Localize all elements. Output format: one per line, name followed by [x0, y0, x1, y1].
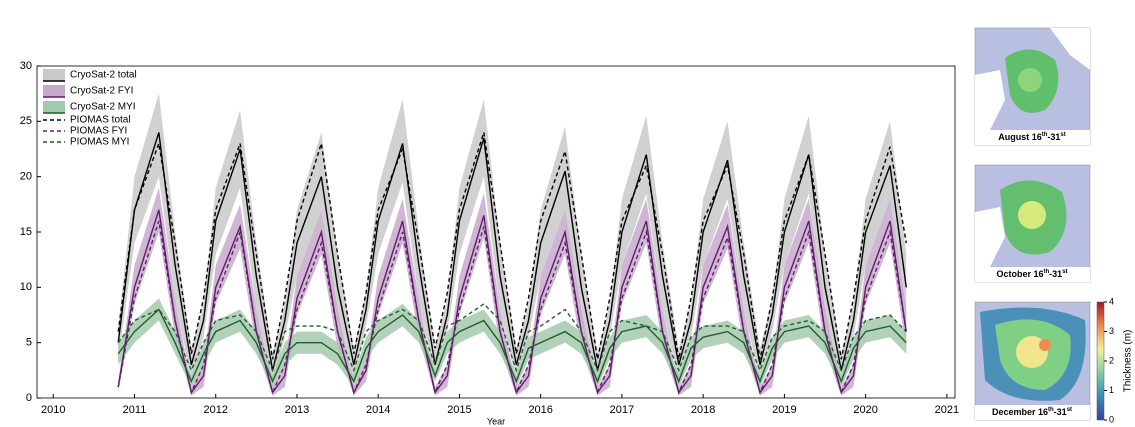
y-tick-label: 25: [20, 115, 32, 127]
legend-label: PIOMAS MYI: [70, 137, 129, 148]
x-tick-label: 2017: [610, 404, 634, 416]
colorbar-tick-label: 4: [1109, 296, 1114, 306]
map-panels: [975, 28, 1104, 420]
y-tick-label: 5: [26, 337, 32, 349]
legend-swatch: [43, 101, 65, 113]
y-tick-label: 30: [20, 60, 32, 72]
x-tick-label: 2020: [853, 404, 877, 416]
y-tick-label: 10: [20, 281, 32, 293]
x-tick-label: 2019: [772, 404, 796, 416]
y-tick-label: 0: [26, 392, 32, 404]
legend-label: PIOMAS FYI: [70, 126, 127, 137]
x-tick-label: 2015: [447, 404, 471, 416]
caption-part: August 16: [998, 132, 1042, 142]
colorbar: [1097, 302, 1104, 420]
map-caption: October 16th-31st: [996, 269, 1067, 280]
x-tick-label: 2016: [528, 404, 552, 416]
caption-part: st: [1067, 407, 1072, 413]
x-tick-label: 2021: [935, 404, 959, 416]
map: [975, 302, 1090, 420]
caption-part: -31: [1047, 132, 1060, 142]
y-tick-label: 15: [20, 226, 32, 238]
colorbar-tick-label: 1: [1109, 385, 1114, 395]
legend-swatch: [43, 85, 65, 97]
colorbar-label: Thickness (m): [1123, 330, 1134, 393]
legend-swatch: [43, 69, 65, 81]
legend: CryoSat-2 total CryoSat-2 FYI CryoSat-2 MY…: [43, 69, 137, 148]
x-tick-label: 2013: [285, 404, 309, 416]
caption-part: st: [1060, 132, 1065, 138]
legend-label: CryoSat-2 MYI: [70, 102, 136, 113]
caption-part: st: [1062, 269, 1067, 275]
y-tick-label: 20: [20, 171, 32, 183]
legend-label: PIOMAS total: [70, 115, 131, 126]
caption-part: December 16: [992, 407, 1048, 417]
colorbar-tick-label: 2: [1109, 355, 1114, 365]
caption-part: -31: [1054, 407, 1067, 417]
colorbar-tick-label: 3: [1109, 326, 1114, 336]
map: [975, 165, 1090, 282]
legend-label: CryoSat-2 FYI: [70, 86, 133, 97]
x-axis-label: Year: [487, 416, 505, 426]
x-tick-label: 2012: [203, 404, 227, 416]
x-tick-label: 2014: [366, 404, 390, 416]
map: [975, 28, 1090, 145]
legend-label: CryoSat-2 total: [70, 70, 137, 81]
colorbar-tick-label: 0: [1109, 414, 1114, 424]
figure: 0510152025302010201120122013201420152016…: [0, 0, 1135, 427]
x-tick-label: 2011: [123, 404, 147, 416]
caption-part: -31: [1049, 269, 1062, 279]
map-caption: December 16th-31st: [992, 407, 1072, 418]
x-tick-label: 2018: [691, 404, 715, 416]
map-caption: August 16th-31st: [998, 132, 1066, 143]
caption-part: October 16: [996, 269, 1043, 279]
x-tick-label: 2010: [41, 404, 65, 416]
